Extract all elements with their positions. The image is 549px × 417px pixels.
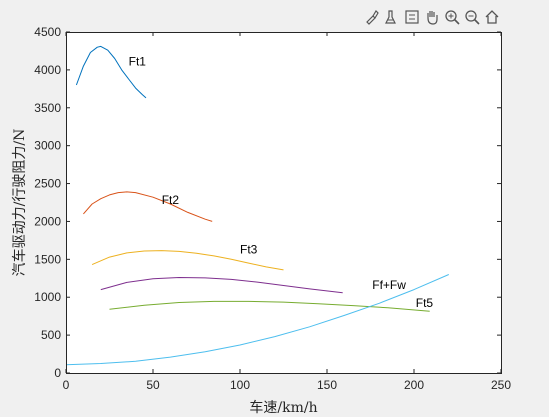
x-tick-label: 100 (230, 378, 250, 392)
series-annotation: Ft3 (240, 242, 258, 256)
zoom-in-icon[interactable] (442, 7, 462, 27)
home-icon[interactable] (482, 7, 502, 27)
zoom-out-icon[interactable] (462, 7, 482, 27)
brush-icon[interactable] (362, 7, 382, 27)
y-tick-label: 3000 (34, 139, 61, 153)
legend-icon[interactable] (402, 7, 422, 27)
x-tick-label: 50 (146, 378, 160, 392)
y-tick-label: 2500 (34, 177, 61, 191)
y-tick-label: 500 (41, 328, 61, 342)
series-annotation: Ff+Fw (372, 278, 406, 292)
figure-toolbar (362, 6, 502, 28)
y-tick-label: 1000 (34, 290, 61, 304)
y-axis-label: 汽车驱动力/行驶阻力/N (11, 129, 28, 277)
series-line-ft3 (91, 250, 284, 271)
pan-icon[interactable] (422, 7, 442, 27)
y-tick-label: 2000 (34, 214, 61, 228)
plot-area (66, 32, 501, 373)
x-tick-label: 0 (63, 378, 70, 392)
y-tick-label: 1500 (34, 252, 61, 266)
x-axis-label: 车速/km/h (249, 399, 317, 416)
annotations-layer: Ft1 Ft2 Ft3 Ff+Fw Ft5 (129, 54, 434, 310)
ticks-layer: 0 50 100 150 200 2500500100015002000250030003… (34, 25, 511, 392)
x-tick-label: 200 (404, 378, 424, 392)
axes-box (66, 32, 502, 374)
y-tick-label: 3500 (34, 101, 61, 115)
series-line-ft4 (100, 277, 343, 294)
y-tick-label: 4000 (34, 63, 61, 77)
series-annotation: Ft5 (416, 296, 434, 310)
data-cursor-icon[interactable] (382, 7, 402, 27)
series-layer (65, 45, 449, 366)
series-line-ft1 (75, 45, 147, 99)
series-annotation: Ft1 (129, 54, 147, 68)
y-tick-label: 4500 (34, 25, 61, 39)
series-line-ft2 (83, 191, 213, 222)
series-annotation: Ft2 (162, 193, 180, 207)
series-line-ff-fw (65, 274, 449, 366)
y-tick-label: 0 (54, 366, 61, 380)
x-tick-label: 150 (317, 378, 337, 392)
x-tick-label: 250 (491, 378, 511, 392)
